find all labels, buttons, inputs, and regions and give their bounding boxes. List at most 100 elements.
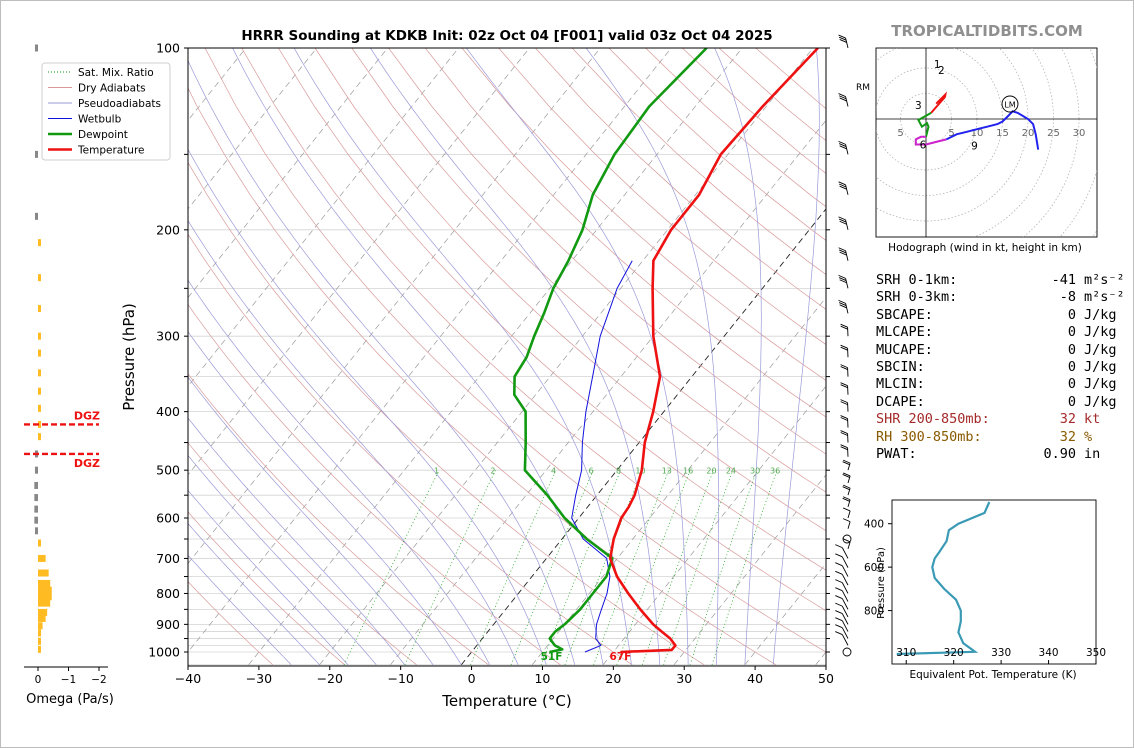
omega-axis-label: Omega (Pa/s) bbox=[26, 692, 114, 707]
wind-barb-shaft bbox=[841, 613, 849, 625]
wind-barb-flag bbox=[838, 277, 847, 281]
theta-e-y-tick-label: 800 bbox=[864, 606, 884, 618]
index-value-wrap: 32 bbox=[876, 429, 1076, 445]
omega-bar bbox=[38, 539, 41, 547]
pseudoadiabat bbox=[188, 219, 519, 665]
theta-e-y-tick-label: 400 bbox=[864, 519, 884, 531]
hodograph-height-label: 2 bbox=[938, 65, 945, 77]
dry-adiabat bbox=[425, 48, 826, 418]
skewt-y-tick-label: 300 bbox=[156, 329, 180, 344]
omega-bar bbox=[38, 554, 46, 562]
omega-bar bbox=[38, 645, 41, 653]
hodograph: 5 5 10 15 20 25 30 12 3 6 9 LM bbox=[875, 47, 1098, 238]
hodograph-segment bbox=[914, 135, 947, 146]
omega-panel: 0 −1 −2 DGZ DGZ bbox=[24, 44, 108, 686]
omega-bar bbox=[38, 274, 41, 282]
index-unit: kt bbox=[1084, 411, 1101, 428]
index-unit: m²s⁻² bbox=[1084, 272, 1125, 288]
omega-bar bbox=[38, 599, 51, 607]
hodograph-ring-label: 5 bbox=[897, 128, 903, 139]
omega-tick-label: −2 bbox=[91, 674, 106, 686]
wind-barb-flag bbox=[838, 143, 847, 147]
hodograph-segment bbox=[917, 112, 932, 138]
hodograph-ring-label: 20 bbox=[1022, 128, 1035, 139]
omega-bar bbox=[38, 629, 42, 637]
wind-barb-flag bbox=[835, 617, 843, 622]
theta-e-x-axis-label: Equivalent Pot. Temperature (K) bbox=[909, 669, 1076, 681]
hodograph-rm-label: RM bbox=[856, 83, 870, 93]
hodograph-height-label: 6 bbox=[920, 140, 927, 152]
wind-barb-flag bbox=[835, 610, 843, 614]
wind-barb-shaft bbox=[841, 590, 849, 602]
index-key: SHR 200-850mb: bbox=[876, 411, 990, 428]
hodograph-height-label: 9 bbox=[971, 141, 978, 153]
mixing-ratio-label: 36 bbox=[770, 466, 780, 475]
omega-bar bbox=[38, 433, 41, 441]
omega-bar bbox=[38, 579, 51, 587]
legend-mixratio: Sat. Mix. Ratio bbox=[78, 67, 154, 79]
dry-adiabat bbox=[241, 48, 826, 612]
wind-barb-flag bbox=[840, 384, 848, 389]
wind-barb-flag bbox=[842, 459, 851, 464]
wind-barb-shaft bbox=[845, 219, 849, 230]
index-unit: J/kg bbox=[1084, 376, 1117, 393]
index-value-wrap: 0.90 bbox=[876, 446, 1076, 462]
hodograph-ring-label: 15 bbox=[996, 128, 1009, 139]
index-value: 0 bbox=[1067, 358, 1076, 375]
pseudoadiabat bbox=[293, 48, 632, 665]
wind-barb-flag bbox=[840, 430, 848, 434]
omega-bar bbox=[38, 387, 41, 395]
legend-temperature: Temperature bbox=[77, 145, 145, 157]
wind-barb-flag bbox=[838, 299, 846, 304]
theta-e-y-axis-label: Pressure (hPa) bbox=[876, 547, 887, 619]
dry-adiabat bbox=[188, 581, 274, 666]
omega-bar bbox=[38, 420, 41, 428]
pseudoadiabat bbox=[188, 489, 349, 666]
omega-bar bbox=[38, 569, 49, 577]
omega-bar bbox=[34, 494, 38, 502]
index-value-wrap: 0 bbox=[876, 394, 1076, 410]
mixing-ratio-line bbox=[564, 470, 643, 665]
hodograph-lm-label: LM bbox=[1004, 101, 1015, 110]
index-row: PWAT: 0.90 in bbox=[876, 446, 1116, 463]
wind-barb-flag bbox=[839, 145, 847, 150]
skewt-x-tick-label: −40 bbox=[175, 671, 201, 686]
theta-e-x-tick-label: 330 bbox=[991, 647, 1011, 659]
omega-bar bbox=[38, 239, 41, 247]
wind-barb-flag bbox=[840, 325, 848, 330]
pseudoadiabat bbox=[772, 48, 820, 665]
wind-barb-flag bbox=[842, 497, 850, 502]
wind-barb-flag bbox=[838, 95, 847, 100]
theta-e-x-tick-label: 310 bbox=[896, 647, 916, 659]
omega-bar bbox=[38, 305, 41, 313]
wind-barb-flag bbox=[835, 624, 843, 629]
skewt-x-tick-label: −10 bbox=[387, 671, 413, 686]
index-value: -41 bbox=[1051, 272, 1076, 288]
mixing-ratio-line bbox=[593, 470, 670, 665]
hodograph-frame bbox=[875, 47, 1098, 238]
omega-bar bbox=[38, 369, 41, 377]
skewt-y-tick-label: 100 bbox=[156, 41, 180, 56]
index-value: 0 bbox=[1067, 393, 1076, 410]
mixing-ratio-label: 2 bbox=[490, 466, 495, 475]
hodograph-ring-label: 30 bbox=[1073, 128, 1086, 139]
wind-barb-flag bbox=[840, 344, 848, 349]
wind-barb-flag bbox=[842, 518, 851, 523]
wind-barb-shaft bbox=[845, 37, 849, 49]
wind-barb-flag bbox=[839, 251, 847, 256]
wind-barb-flag bbox=[839, 185, 847, 190]
wind-barb-flag bbox=[835, 562, 843, 567]
omega-bar bbox=[35, 212, 38, 220]
mixing-ratio-line bbox=[343, 470, 440, 665]
index-row: DCAPE: 0 J/kg bbox=[876, 394, 1117, 411]
dry-adiabat bbox=[314, 48, 826, 532]
hodograph-ring-label: 25 bbox=[1047, 128, 1060, 139]
legend-dry-adiabat: Dry Adiabats bbox=[78, 83, 146, 95]
pseudoadiabat bbox=[585, 48, 719, 665]
wind-barb-shaft bbox=[841, 547, 849, 559]
index-value-wrap: -8 bbox=[876, 289, 1076, 305]
index-row: MUCAPE: 0 J/kg bbox=[876, 342, 1117, 359]
pseudoadiabat bbox=[232, 48, 604, 665]
wind-barbs bbox=[835, 34, 852, 657]
dry-adiabat bbox=[188, 511, 345, 666]
